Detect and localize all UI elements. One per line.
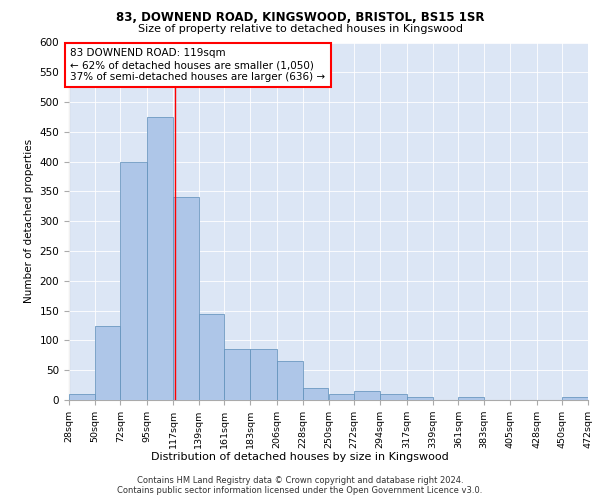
Text: 83, DOWNEND ROAD, KINGSWOOD, BRISTOL, BS15 1SR: 83, DOWNEND ROAD, KINGSWOOD, BRISTOL, BS…	[116, 11, 484, 24]
Text: Contains HM Land Registry data © Crown copyright and database right 2024.: Contains HM Land Registry data © Crown c…	[137, 476, 463, 485]
Bar	[277, 362, 303, 400]
Bar	[199, 314, 224, 400]
Text: Size of property relative to detached houses in Kingswood: Size of property relative to detached ho…	[137, 24, 463, 34]
Text: 83 DOWNEND ROAD: 119sqm
← 62% of detached houses are smaller (1,050)
37% of semi: 83 DOWNEND ROAD: 119sqm ← 62% of detache…	[70, 48, 325, 82]
Bar	[407, 397, 433, 400]
Y-axis label: Number of detached properties: Number of detached properties	[24, 139, 34, 304]
Bar	[121, 162, 148, 400]
Text: Distribution of detached houses by size in Kingswood: Distribution of detached houses by size …	[151, 452, 449, 462]
Bar	[69, 394, 95, 400]
Text: Contains public sector information licensed under the Open Government Licence v3: Contains public sector information licen…	[118, 486, 482, 495]
Bar	[95, 326, 121, 400]
Bar	[303, 388, 329, 400]
Bar	[173, 198, 199, 400]
Bar	[458, 397, 484, 400]
Bar	[562, 397, 588, 400]
Bar	[354, 391, 380, 400]
Bar	[224, 350, 250, 400]
Bar	[380, 394, 407, 400]
Bar	[148, 117, 173, 400]
Bar	[329, 394, 354, 400]
Bar	[250, 350, 277, 400]
